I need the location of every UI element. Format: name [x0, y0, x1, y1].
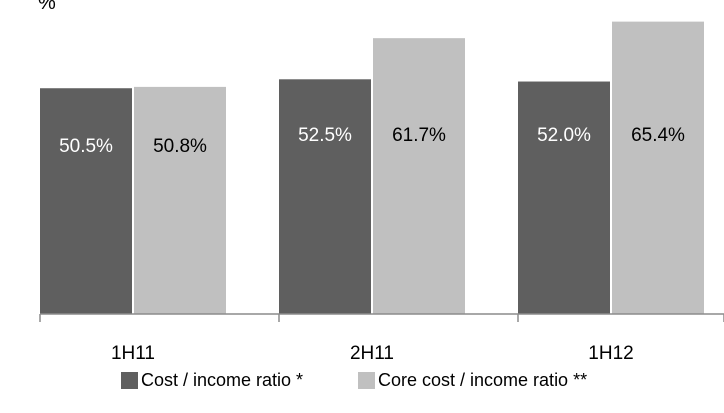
bar-1h12-series-2 — [612, 21, 704, 314]
x-axis — [39, 313, 724, 322]
legend-swatch-series-1 — [121, 372, 138, 389]
category-labels: 1H11 2H11 1H12 — [111, 343, 634, 364]
bar-1h11-series-1 — [40, 88, 132, 314]
data-label-2h11-series-1: 52.5% — [298, 125, 352, 146]
data-label-2h11-series-2: 61.7% — [392, 125, 446, 146]
legend-label-series-2: Core cost / income ratio ** — [378, 370, 588, 390]
legend-swatch-series-2 — [358, 372, 375, 389]
bar-2h11-series-2 — [373, 38, 465, 315]
data-label-1h12-series-2: 65.4% — [631, 125, 685, 146]
data-label-1h12-series-1: 52.0% — [537, 125, 591, 146]
legend: Cost / income ratio * Core cost / income… — [0, 370, 724, 400]
bar-2h11-series-1 — [279, 79, 371, 314]
data-label-1h11-series-1: 50.5% — [59, 136, 113, 157]
bars-group: 50.5% 50.8% 52.5% 61.7% 52.0% 65.4% — [40, 21, 704, 315]
legend-label-series-1: Cost / income ratio * — [141, 370, 304, 390]
unit-label: % — [38, 0, 56, 14]
data-label-1h11-series-2: 50.8% — [153, 136, 207, 157]
bar-1h11-series-2 — [134, 86, 226, 314]
legend-item-series-1: Cost / income ratio * — [121, 370, 303, 391]
category-label-1h12: 1H12 — [588, 343, 633, 364]
category-label-2h11: 2H11 — [350, 343, 394, 364]
legend-item-series-2: Core cost / income ratio ** — [358, 370, 587, 391]
bar-1h12-series-1 — [518, 81, 610, 314]
category-label-1h11: 1H11 — [111, 343, 155, 364]
